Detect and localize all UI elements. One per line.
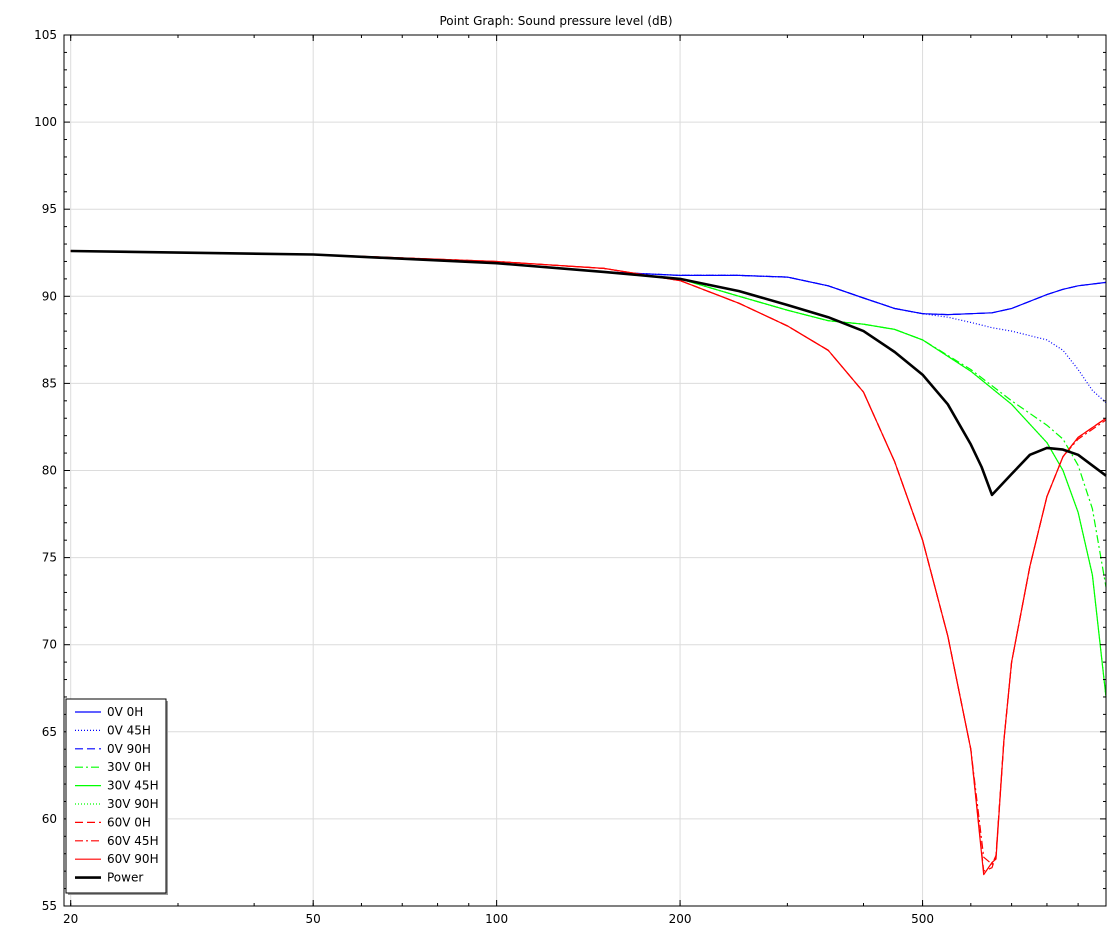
y-tick-label: 65 [42,725,57,739]
series-line [70,250,1107,872]
axes: 20 50 100 200 500 55 60 65 70 75 80 85 90 95 100 105 [34,28,1106,926]
legend-label: 0V 45H [107,723,151,737]
x-tick-label: 200 [669,912,692,926]
legend-label: Power [107,871,143,885]
y-tick-label: 95 [42,202,57,216]
chart-title: Point Graph: Sound pressure level (dB) [439,14,672,28]
y-tick-label: 85 [42,376,57,390]
series-line [70,250,1107,876]
y-tick-label: 100 [34,115,57,129]
legend-label: 30V 0H [107,760,151,774]
y-tick-label: 105 [34,28,57,42]
y-tick-label: 70 [42,638,57,652]
series-lines [70,249,1107,876]
legend-label: 60V 90H [107,852,159,866]
series-line [70,250,1107,698]
legend-label: 30V 45H [107,779,159,793]
series-line [70,250,1107,698]
y-tick-label: 60 [42,812,57,826]
y-tick-label: 55 [42,899,57,913]
series-line [70,250,1107,316]
series-line [70,250,1107,316]
legend-label: 30V 90H [107,797,159,811]
legend-box [65,698,167,894]
grid-lines [64,34,1106,907]
legend-label: 0V 90H [107,742,151,756]
series-line [70,250,1107,404]
x-tick-label: 50 [306,912,321,926]
y-tick-label: 75 [42,551,57,565]
x-tick-label: 100 [485,912,508,926]
y-tick-label: 80 [42,464,57,478]
legend: 0V 0H 0V 45H 0V 90H 30V 0H 30V 45H 30V 90H 60V… [65,698,168,895]
x-tick-label: 20 [63,912,78,926]
x-tick-label: 500 [911,912,934,926]
legend-label: 0V 0H [107,705,143,719]
series-line [70,249,1107,497]
y-tick-label: 90 [42,289,57,303]
legend-label: 60V 45H [107,834,159,848]
series-line [70,250,1107,588]
legend-label: 60V 0H [107,815,151,829]
